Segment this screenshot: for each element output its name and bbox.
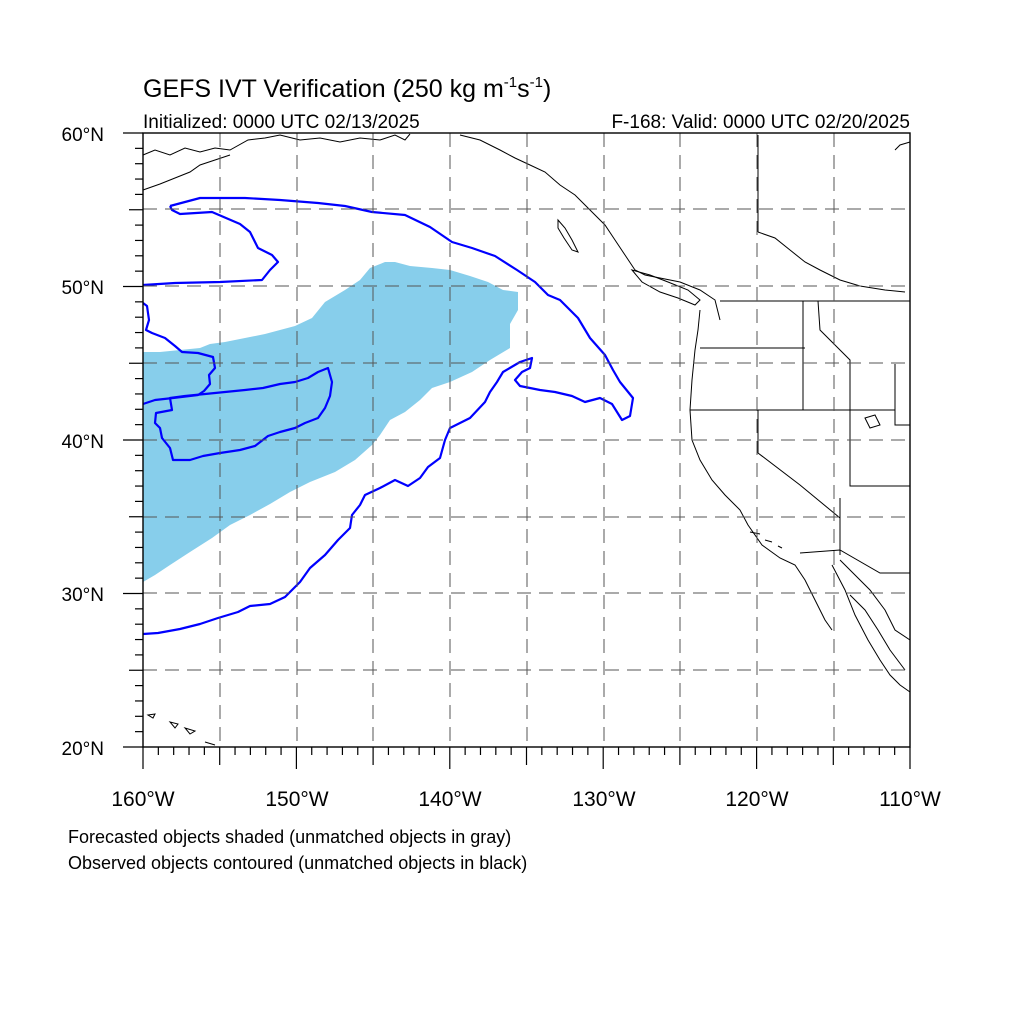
valid-time: F-168: Valid: 0000 UTC 02/20/2025 [611, 112, 910, 133]
wy-border [894, 364, 910, 426]
ca-nv-border [757, 410, 841, 519]
id-mt-border [817, 300, 851, 410]
axis-ticks [123, 132, 911, 769]
lon-label-140w: 140°W [418, 788, 481, 811]
lat-label-60: 60°N [62, 125, 104, 146]
observed-ivt-object-large [142, 196, 635, 636]
us-mexico-border [799, 549, 910, 574]
map-title: GEFS IVT Verification (250 kg m-1s-1) [143, 74, 551, 103]
baja-california [831, 564, 911, 693]
lat-label-30: 30°N [62, 585, 104, 606]
lon-label-110w: 110°W [879, 788, 941, 811]
channel-islands [749, 531, 783, 549]
bc-interior [757, 231, 906, 293]
lon-label-130w: 130°W [572, 788, 635, 811]
us-west-coast [689, 309, 833, 631]
lat-label-50: 50°N [62, 278, 104, 299]
vancouver-island [630, 269, 701, 306]
footnote-forecast: Forecasted objects shaded (unmatched obj… [68, 827, 511, 847]
hawaii-islands [146, 713, 216, 746]
alaska-coast [142, 133, 411, 156]
observed-contours [142, 196, 635, 636]
lat-label-40: 40°N [62, 432, 104, 453]
lon-label-160w: 160°W [111, 788, 174, 811]
observed-ivt-object-inner [153, 366, 334, 462]
mexico-mainland-coast [839, 559, 911, 641]
gulf-of-california [849, 594, 906, 671]
footnote-observed: Observed objects contoured (unmatched ob… [68, 853, 527, 873]
lat-label-20: 20°N [62, 739, 104, 760]
haida-gwaii [557, 218, 579, 253]
lon-label-120w: 120°W [725, 788, 788, 811]
great-salt-lake [864, 414, 881, 429]
init-time: Initialized: 0000 UTC 02/13/2025 [143, 112, 420, 133]
alaska-coast-south [142, 154, 231, 191]
forecast-ivt-object [143, 262, 518, 582]
graticule [143, 133, 910, 747]
lon-label-150w: 150°W [265, 788, 328, 811]
coastlines [142, 133, 911, 746]
nv-az-border [849, 410, 910, 487]
alaska-panhandle [459, 134, 721, 321]
nw-land [894, 141, 911, 151]
observed-ivt-object-nw [142, 205, 280, 287]
